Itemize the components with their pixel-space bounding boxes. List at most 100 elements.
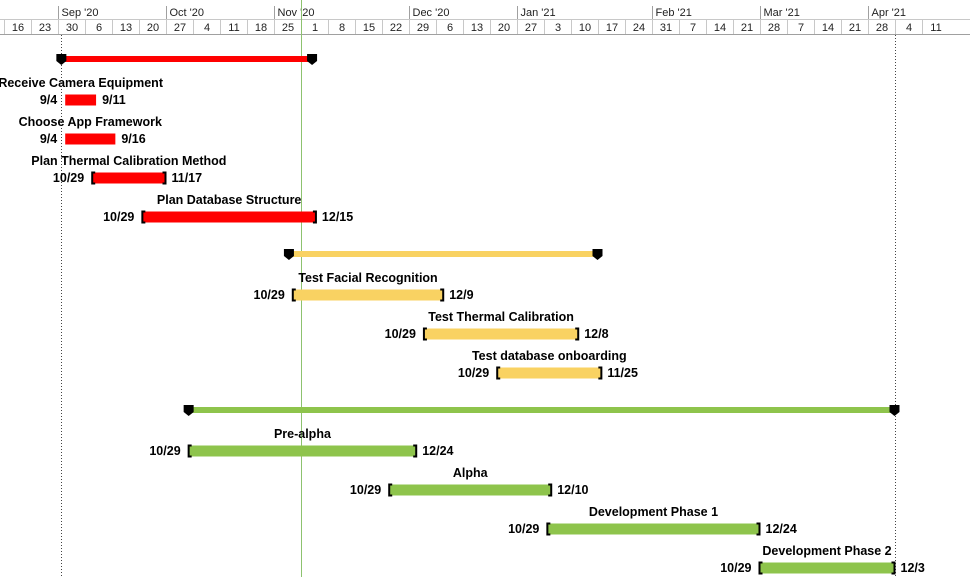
week-label: 14 xyxy=(822,22,834,34)
week-label: 18 xyxy=(255,22,267,34)
bar-start-cap xyxy=(187,444,192,458)
task-name: Receive Camera Equipment xyxy=(0,76,164,90)
summary-marker xyxy=(283,249,294,260)
bar-start-cap xyxy=(91,171,96,185)
week-label: 11 xyxy=(930,22,941,34)
week-label: 7 xyxy=(690,22,696,34)
task-name: Alpha xyxy=(453,466,489,480)
summary-bar xyxy=(288,251,598,257)
week-label: 7 xyxy=(798,22,804,34)
task-end-label: 12/15 xyxy=(322,210,353,224)
summary-bar xyxy=(61,56,313,62)
week-label: 21 xyxy=(741,22,753,34)
summary-bar xyxy=(188,407,895,413)
task-end-label: 12/9 xyxy=(449,288,473,302)
week-label: 6 xyxy=(96,22,102,34)
week-label: 29 xyxy=(417,22,429,34)
week-label: 31 xyxy=(660,22,672,34)
month-label: Nov '20 xyxy=(278,7,315,19)
task-bar xyxy=(547,523,760,535)
task-name: Development Phase 1 xyxy=(589,505,718,519)
task-start-label: 10/29 xyxy=(53,171,84,185)
week-label: 20 xyxy=(498,22,510,34)
week-label: 27 xyxy=(174,22,186,34)
task-start-label: 10/29 xyxy=(350,483,381,497)
task-bar xyxy=(759,562,895,574)
month-label: Jan '21 xyxy=(521,7,556,19)
bar-start-cap xyxy=(496,366,501,380)
week-label: 4 xyxy=(204,22,210,34)
task-name: Pre-alpha xyxy=(274,427,332,441)
week-label: 30 xyxy=(66,22,78,34)
summary-marker xyxy=(592,249,603,260)
bar-start-cap xyxy=(291,288,296,302)
task-end-label: 12/3 xyxy=(901,561,925,575)
bar-start-cap xyxy=(546,522,551,536)
bar-end-cap xyxy=(312,210,317,224)
task-end-label: 12/10 xyxy=(557,483,588,497)
task-name: Development Phase 2 xyxy=(762,544,891,558)
week-label: 28 xyxy=(768,22,780,34)
task-end-label: 9/16 xyxy=(121,132,145,146)
task-bar xyxy=(142,211,316,223)
task-name: Choose App Framework xyxy=(19,115,162,129)
summary-marker xyxy=(56,54,67,65)
month-label: Sep '20 xyxy=(62,7,99,19)
week-label: 15 xyxy=(363,22,375,34)
week-label: 6 xyxy=(447,22,453,34)
bar-start-cap xyxy=(758,561,763,575)
bar-end-cap xyxy=(413,444,418,458)
week-label: 8 xyxy=(339,22,345,34)
task-bar xyxy=(65,94,97,106)
week-label: 28 xyxy=(876,22,888,34)
task-end-label: 9/11 xyxy=(102,93,126,107)
week-label: 23 xyxy=(39,22,51,34)
task-name: Plan Thermal Calibration Method xyxy=(31,154,226,168)
bar-end-cap xyxy=(162,171,167,185)
task-bar xyxy=(497,367,602,379)
bar-start-cap xyxy=(141,210,146,224)
task-end-label: 11/17 xyxy=(172,171,203,185)
week-label: 11 xyxy=(228,22,239,34)
task-start-label: 10/29 xyxy=(458,366,489,380)
month-label: Apr '21 xyxy=(872,7,907,19)
week-label: 13 xyxy=(471,22,483,34)
week-label: 4 xyxy=(906,22,912,34)
bar-end-cap xyxy=(756,522,761,536)
task-start-label: 10/29 xyxy=(103,210,134,224)
week-label: 25 xyxy=(282,22,294,34)
week-label: 21 xyxy=(849,22,861,34)
week-label: 17 xyxy=(606,22,618,34)
month-label: Feb '21 xyxy=(656,7,692,19)
bar-start-cap xyxy=(388,483,393,497)
summary-marker xyxy=(183,405,194,416)
bar-end-cap xyxy=(548,483,553,497)
task-start-label: 10/29 xyxy=(254,288,285,302)
bar-end-cap xyxy=(598,366,603,380)
task-bar xyxy=(65,133,116,145)
task-start-label: 10/29 xyxy=(149,444,180,458)
month-label: Mar '21 xyxy=(764,7,800,19)
summary-marker xyxy=(889,405,900,416)
week-label: 14 xyxy=(714,22,726,34)
task-bar xyxy=(423,328,579,340)
task-name: Test database onboarding xyxy=(472,349,627,363)
week-label: 13 xyxy=(120,22,132,34)
task-start-label: 10/29 xyxy=(385,327,416,341)
task-start-label: 10/29 xyxy=(508,522,539,536)
week-label: 22 xyxy=(390,22,402,34)
month-label: Oct '20 xyxy=(170,7,205,19)
week-label: 16 xyxy=(12,22,24,34)
task-end-label: 12/8 xyxy=(584,327,608,341)
task-name: Test Thermal Calibration xyxy=(428,310,574,324)
task-end-label: 12/24 xyxy=(422,444,453,458)
task-bar xyxy=(389,484,552,496)
bar-start-cap xyxy=(422,327,427,341)
task-bar xyxy=(92,172,166,184)
task-start-label: 9/4 xyxy=(40,93,57,107)
summary-marker xyxy=(307,54,318,65)
task-start-label: 9/4 xyxy=(40,132,57,146)
task-name: Plan Database Structure xyxy=(157,193,302,207)
task-bar xyxy=(188,445,417,457)
